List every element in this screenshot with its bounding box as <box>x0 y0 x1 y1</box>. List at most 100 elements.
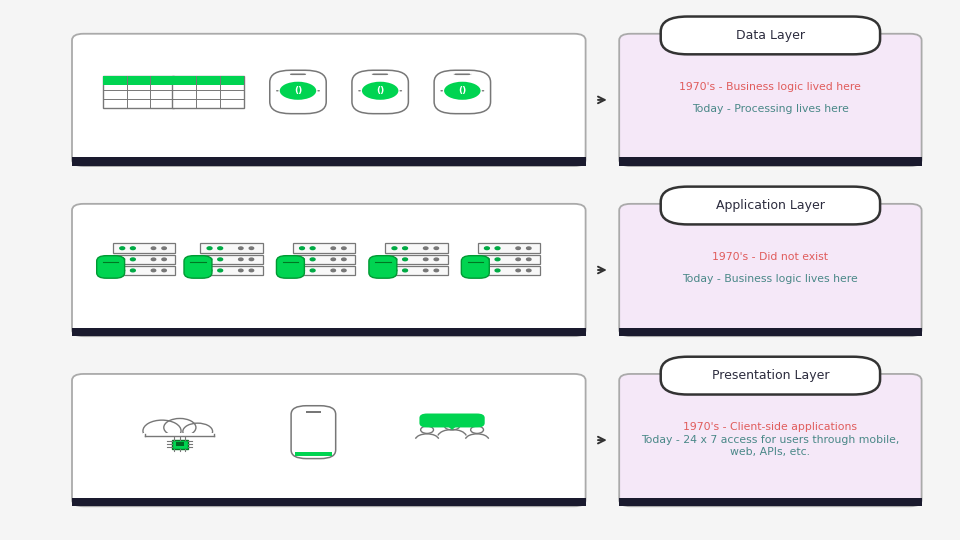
Circle shape <box>434 258 439 261</box>
Circle shape <box>342 258 347 261</box>
Circle shape <box>423 258 428 261</box>
Bar <box>293 244 355 253</box>
Bar <box>176 442 183 447</box>
Text: Today - 24 x 7 access for users through mobile,: Today - 24 x 7 access for users through … <box>641 435 900 444</box>
FancyBboxPatch shape <box>184 255 212 278</box>
Bar <box>147 424 212 436</box>
Text: 1970's - Client-side applications: 1970's - Client-side applications <box>684 422 857 432</box>
Circle shape <box>526 258 531 261</box>
Bar <box>619 158 922 166</box>
Circle shape <box>239 258 243 261</box>
Circle shape <box>310 258 315 261</box>
Circle shape <box>331 269 335 272</box>
Circle shape <box>423 269 428 272</box>
Bar <box>113 266 176 275</box>
Bar <box>385 266 447 275</box>
FancyBboxPatch shape <box>72 374 586 507</box>
Circle shape <box>152 247 156 249</box>
FancyBboxPatch shape <box>619 374 922 507</box>
Text: Data Layer: Data Layer <box>736 29 804 42</box>
Circle shape <box>152 269 156 272</box>
Bar <box>103 76 175 108</box>
Circle shape <box>495 258 500 261</box>
Text: Application Layer: Application Layer <box>716 199 825 212</box>
FancyBboxPatch shape <box>97 255 125 278</box>
Bar <box>113 244 176 253</box>
Bar <box>201 254 263 264</box>
Circle shape <box>331 258 335 261</box>
Circle shape <box>331 247 335 249</box>
Circle shape <box>239 247 243 249</box>
Circle shape <box>434 247 439 249</box>
Bar <box>72 498 586 507</box>
Text: (): () <box>294 86 302 95</box>
Polygon shape <box>447 426 457 430</box>
Circle shape <box>310 269 315 272</box>
Circle shape <box>152 258 156 261</box>
Circle shape <box>485 258 490 261</box>
FancyBboxPatch shape <box>619 204 922 336</box>
Circle shape <box>137 428 161 442</box>
Circle shape <box>392 258 396 261</box>
FancyBboxPatch shape <box>453 73 471 75</box>
Circle shape <box>402 258 407 261</box>
Bar <box>306 411 321 413</box>
Circle shape <box>120 247 125 249</box>
Circle shape <box>516 247 520 249</box>
FancyBboxPatch shape <box>660 187 880 225</box>
Circle shape <box>120 258 125 261</box>
FancyBboxPatch shape <box>72 204 586 336</box>
Circle shape <box>207 247 212 249</box>
FancyBboxPatch shape <box>660 357 880 395</box>
Circle shape <box>131 247 135 249</box>
Circle shape <box>250 258 253 261</box>
Circle shape <box>434 269 439 272</box>
FancyBboxPatch shape <box>372 73 389 75</box>
Circle shape <box>526 269 531 272</box>
Text: Today - Business logic lives here: Today - Business logic lives here <box>683 274 858 284</box>
Bar <box>293 254 355 264</box>
Bar <box>385 254 447 264</box>
FancyBboxPatch shape <box>369 255 396 278</box>
Circle shape <box>485 247 490 249</box>
FancyBboxPatch shape <box>289 73 307 75</box>
Circle shape <box>207 269 212 272</box>
Ellipse shape <box>279 82 316 100</box>
Circle shape <box>342 269 347 272</box>
FancyBboxPatch shape <box>352 70 408 114</box>
Circle shape <box>342 247 347 249</box>
Circle shape <box>402 247 407 249</box>
Text: (): () <box>458 86 467 95</box>
FancyBboxPatch shape <box>420 414 485 428</box>
Bar <box>293 266 355 275</box>
Bar <box>173 76 244 85</box>
Circle shape <box>162 247 166 249</box>
Text: Presentation Layer: Presentation Layer <box>711 369 829 382</box>
Circle shape <box>143 420 181 442</box>
Bar <box>72 328 586 336</box>
Text: (): () <box>376 86 384 95</box>
Bar <box>477 266 540 275</box>
Bar <box>619 328 922 336</box>
Circle shape <box>310 247 315 249</box>
Circle shape <box>250 269 253 272</box>
Circle shape <box>131 258 135 261</box>
Text: Today - Processing lives here: Today - Processing lives here <box>692 104 849 114</box>
Bar <box>172 440 188 449</box>
Circle shape <box>300 247 304 249</box>
FancyBboxPatch shape <box>619 34 922 166</box>
Ellipse shape <box>362 82 398 100</box>
Bar <box>173 76 244 108</box>
Circle shape <box>250 247 253 249</box>
Circle shape <box>162 269 166 272</box>
Circle shape <box>162 258 166 261</box>
FancyBboxPatch shape <box>291 406 336 458</box>
Bar <box>72 158 586 166</box>
Circle shape <box>218 247 223 249</box>
Circle shape <box>300 258 304 261</box>
Circle shape <box>516 258 520 261</box>
Circle shape <box>485 269 490 272</box>
Circle shape <box>164 418 196 436</box>
Bar <box>385 244 447 253</box>
FancyBboxPatch shape <box>72 34 586 166</box>
